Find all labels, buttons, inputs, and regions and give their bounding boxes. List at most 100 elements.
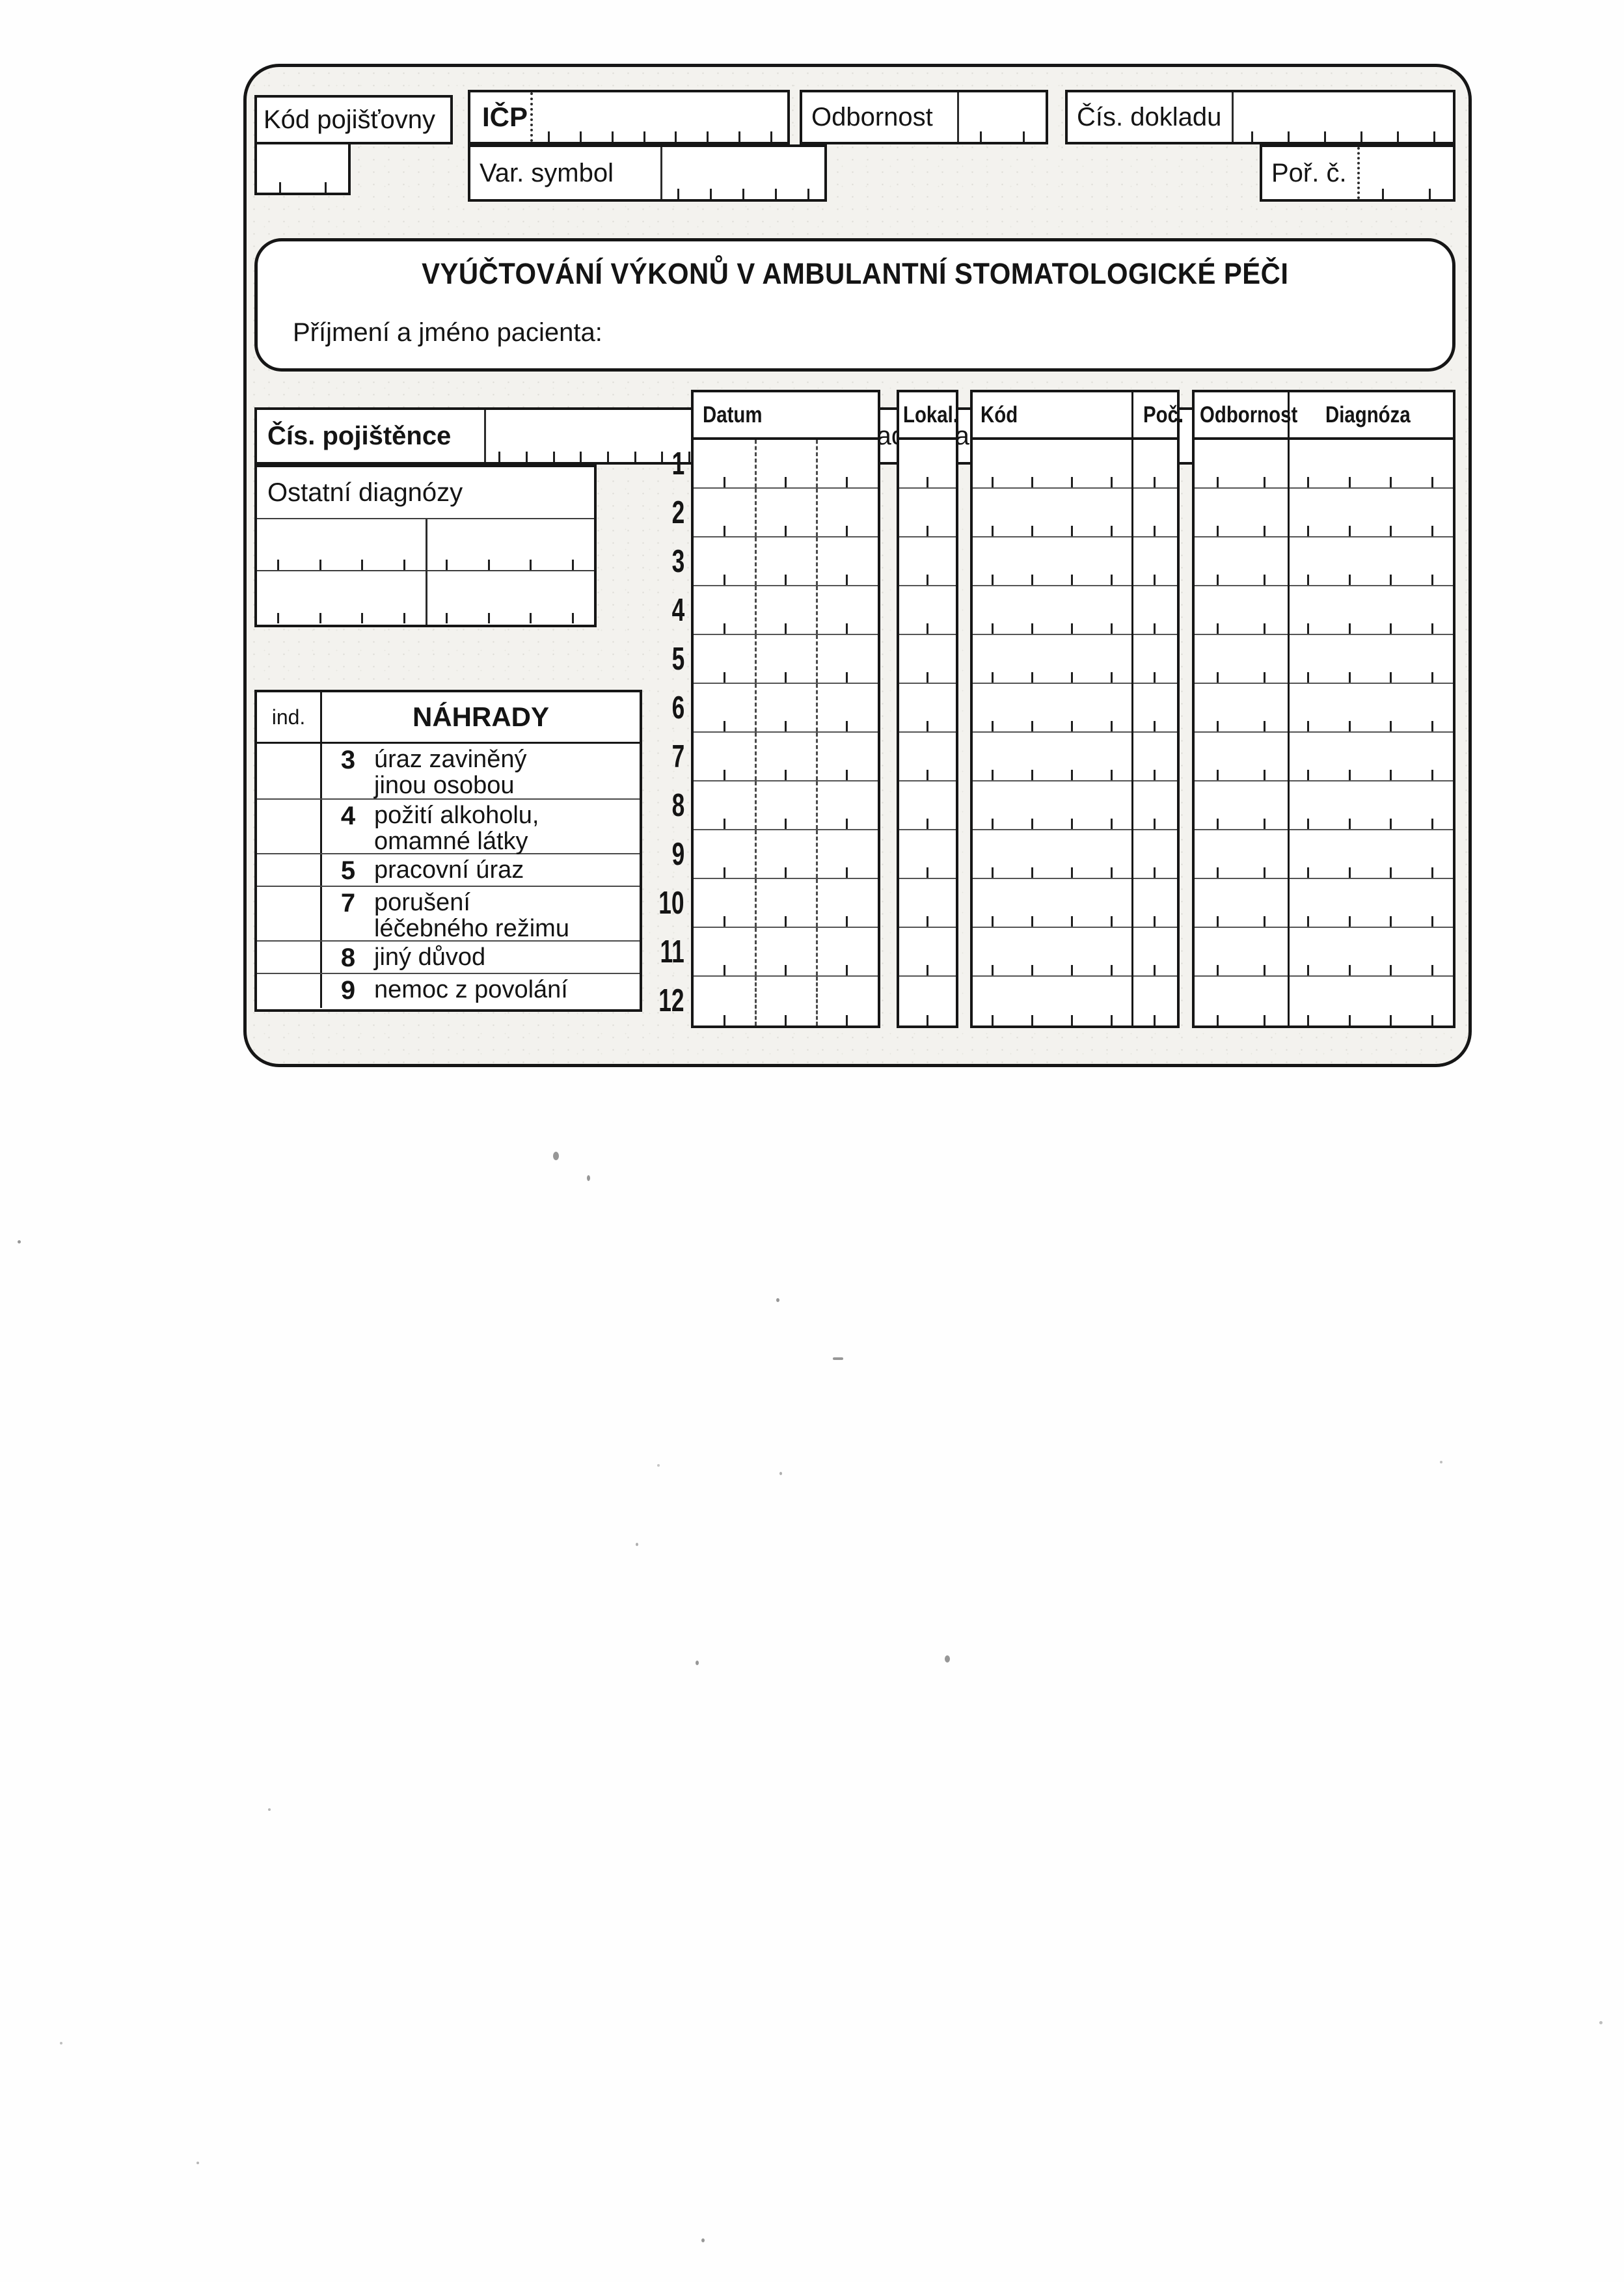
diagnoza-cell bbox=[1288, 635, 1453, 683]
service-row-datum bbox=[694, 537, 878, 586]
kod-cell bbox=[973, 879, 1131, 927]
nahrady-ind-cell bbox=[257, 887, 322, 940]
service-row-odbornost-diagnoza bbox=[1195, 440, 1453, 489]
ostatni-diagnozy-cell bbox=[257, 571, 426, 623]
tick-marks bbox=[694, 867, 878, 878]
nahrady-text: požití alkoholu, omamné látky bbox=[374, 802, 539, 855]
poc-cell bbox=[1131, 928, 1177, 975]
scan-speck bbox=[18, 1240, 21, 1243]
service-row-datum bbox=[694, 733, 878, 781]
service-row-number: 12 bbox=[658, 983, 684, 1018]
odbornost-cell bbox=[1195, 928, 1288, 975]
poc-cell bbox=[1131, 733, 1177, 780]
service-row-lokal bbox=[899, 440, 956, 489]
kod-poc-divider bbox=[1131, 392, 1133, 1026]
datum-divider bbox=[755, 635, 757, 683]
kod-pojistovny-label-box: Kód pojišťovny bbox=[254, 95, 453, 144]
service-row-odbornost-diagnoza bbox=[1195, 928, 1453, 977]
tick-marks bbox=[973, 623, 1131, 634]
odbornost-diagnoza-header: Odbornost Diagnóza bbox=[1195, 392, 1453, 440]
datum-divider bbox=[755, 928, 757, 975]
icp-field bbox=[533, 92, 787, 142]
service-row-lokal bbox=[899, 879, 956, 928]
datum-divider bbox=[816, 977, 819, 1026]
tick-marks bbox=[959, 131, 1046, 142]
tick-marks bbox=[1131, 476, 1177, 487]
datum-divider bbox=[816, 684, 819, 731]
service-row-odbornost-diagnoza bbox=[1195, 977, 1453, 1026]
tick-marks bbox=[899, 1014, 956, 1026]
kod-cell bbox=[973, 586, 1131, 634]
nahrady-ind-cell bbox=[257, 800, 322, 853]
tick-marks bbox=[1195, 867, 1288, 878]
service-row-number: 1 bbox=[671, 446, 684, 482]
service-row-datum bbox=[694, 977, 878, 1026]
service-row-kod-poc bbox=[973, 830, 1177, 879]
tick-marks bbox=[1131, 818, 1177, 829]
diagnoza-cell bbox=[1288, 830, 1453, 878]
tick-marks bbox=[694, 476, 878, 487]
tick-marks bbox=[1195, 916, 1288, 927]
service-row-numbers: 1 2 3 4 5 6 7 8 9 10 11 12 bbox=[619, 440, 684, 1026]
service-row-number: 11 bbox=[660, 934, 684, 970]
odbornost-box: Odbornost bbox=[800, 90, 1048, 144]
tick-marks bbox=[973, 916, 1131, 927]
tick-marks bbox=[1288, 476, 1453, 487]
form-title: VYÚČTOVÁNÍ VÝKONŮ V AMBULANTNÍ STOMATOLO… bbox=[258, 257, 1452, 291]
ostatni-diagnozy-cell bbox=[426, 519, 594, 570]
odbornost-cell bbox=[1195, 977, 1288, 1026]
service-row-kod-poc bbox=[973, 977, 1177, 1026]
tick-marks bbox=[662, 188, 824, 199]
cis-dokladu-field bbox=[1234, 92, 1453, 142]
nahrady-ind-cell bbox=[257, 854, 322, 886]
scan-speck bbox=[1599, 2021, 1603, 2024]
tick-marks bbox=[1195, 720, 1288, 731]
kod-cell bbox=[973, 635, 1131, 683]
lokal-header-label: Lokal. bbox=[903, 401, 958, 428]
nahrady-row: 3 úraz zaviněný jinou osobou bbox=[257, 744, 640, 798]
service-row-lokal bbox=[899, 830, 956, 879]
diagnoza-cell bbox=[1288, 879, 1453, 927]
tick-marks bbox=[1195, 525, 1288, 536]
tick-marks bbox=[1131, 574, 1177, 585]
por-c-box: Poř. č. bbox=[1260, 144, 1455, 202]
tick-marks bbox=[899, 964, 956, 975]
kod-cell bbox=[973, 928, 1131, 975]
tick-marks bbox=[694, 574, 878, 585]
service-row-kod-poc bbox=[973, 733, 1177, 781]
odbornost-cell bbox=[1195, 586, 1288, 634]
datum-divider bbox=[816, 928, 819, 975]
ostatni-diagnozy-cell bbox=[257, 519, 426, 570]
service-row-number: 5 bbox=[671, 642, 684, 677]
poc-cell bbox=[1131, 684, 1177, 731]
diagnoza-cell bbox=[1288, 537, 1453, 585]
scan-speck bbox=[60, 2042, 62, 2044]
service-row-kod-poc bbox=[973, 586, 1177, 635]
tick-marks bbox=[694, 818, 878, 829]
tick-marks bbox=[1360, 188, 1453, 199]
service-row-datum bbox=[694, 635, 878, 684]
tick-marks bbox=[1195, 769, 1288, 780]
service-row-number: 3 bbox=[671, 544, 684, 579]
datum-divider bbox=[755, 977, 757, 1026]
tick-marks bbox=[1288, 916, 1453, 927]
nahrady-text: úraz zaviněný jinou osobou bbox=[374, 746, 527, 799]
tick-marks bbox=[1234, 131, 1453, 142]
tick-marks bbox=[1288, 964, 1453, 975]
scan-speck bbox=[696, 1661, 699, 1665]
tick-marks bbox=[694, 1014, 878, 1026]
service-row-lokal bbox=[899, 586, 956, 635]
tick-marks bbox=[973, 769, 1131, 780]
tick-marks bbox=[1195, 574, 1288, 585]
service-row-odbornost-diagnoza bbox=[1195, 781, 1453, 830]
service-row-kod-poc bbox=[973, 537, 1177, 586]
tick-marks bbox=[1131, 916, 1177, 927]
tick-marks bbox=[1131, 867, 1177, 878]
nahrady-code: 4 bbox=[340, 802, 356, 830]
kod-cell bbox=[973, 684, 1131, 731]
kod-cell bbox=[973, 977, 1131, 1026]
poc-cell bbox=[1131, 537, 1177, 585]
tick-marks bbox=[257, 612, 426, 623]
tick-marks bbox=[694, 720, 878, 731]
service-row-odbornost-diagnoza bbox=[1195, 489, 1453, 537]
